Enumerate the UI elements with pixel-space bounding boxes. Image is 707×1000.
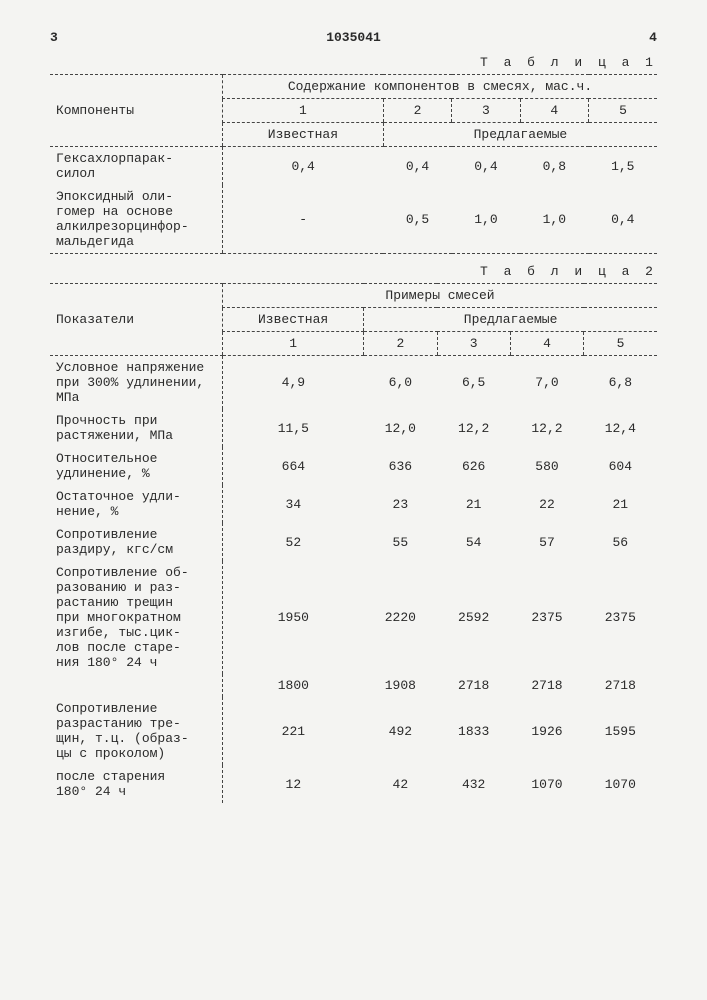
t1-hdr-right: Содержание компонентов в смесях, мас.ч. — [223, 75, 658, 99]
cell: 2220 — [364, 561, 437, 674]
cell: 57 — [510, 523, 583, 561]
t1-col-1: 1 — [223, 99, 384, 123]
t2-col-5: 5 — [584, 332, 657, 356]
t1-col-5: 5 — [589, 99, 657, 123]
cell: 55 — [364, 523, 437, 561]
row-label: Сопротивление раздиру, кгс/см — [50, 523, 223, 561]
t2-cat-known: Известная — [223, 308, 364, 332]
cell: 2375 — [584, 561, 657, 674]
cell: 54 — [437, 523, 510, 561]
cell: 0,4 — [452, 147, 520, 186]
cell: 4,9 — [223, 356, 364, 410]
cell: 56 — [584, 523, 657, 561]
cell: 221 — [223, 697, 364, 765]
cell: 1833 — [437, 697, 510, 765]
cell: 580 — [510, 447, 583, 485]
table2-caption: Т а б л и ц а 2 — [50, 264, 657, 279]
row-label: Эпоксидный оли- гомер на основе алкилрез… — [50, 185, 223, 254]
cell: 1,0 — [520, 185, 588, 254]
t2-col-1: 1 — [223, 332, 364, 356]
table1-caption: Т а б л и ц а 1 — [50, 55, 657, 70]
cell: 23 — [364, 485, 437, 523]
cell: 7,0 — [510, 356, 583, 410]
cell: 21 — [584, 485, 657, 523]
cell: 0,4 — [589, 185, 657, 254]
cell: 6,0 — [364, 356, 437, 410]
cell: 21 — [437, 485, 510, 523]
page-right: 4 — [649, 30, 657, 45]
cell: 492 — [364, 697, 437, 765]
cell: 1,5 — [589, 147, 657, 186]
page-left: 3 — [50, 30, 58, 45]
cell: 11,5 — [223, 409, 364, 447]
cell: 1950 — [223, 561, 364, 674]
cell: 2592 — [437, 561, 510, 674]
t2-hdr-left: Показатели — [50, 284, 223, 356]
row-label: Сопротивление разрастанию тре- щин, т.ц.… — [50, 697, 223, 765]
cell: 0,4 — [383, 147, 451, 186]
cell: 1800 — [223, 674, 364, 697]
doc-number: 1035041 — [326, 30, 381, 45]
cell: 2718 — [584, 674, 657, 697]
cell: 636 — [364, 447, 437, 485]
cell: 42 — [364, 765, 437, 803]
cell: 0,5 — [383, 185, 451, 254]
t2-col-3: 3 — [437, 332, 510, 356]
t1-cat-prop: Предлагаемые — [383, 123, 657, 147]
row-label: Условное напряжение при 300% удлинении, … — [50, 356, 223, 410]
cell: 34 — [223, 485, 364, 523]
cell: 6,8 — [584, 356, 657, 410]
row-label: после старения 180° 24 ч — [50, 765, 223, 803]
cell: 432 — [437, 765, 510, 803]
cell: 0,4 — [223, 147, 384, 186]
row-label: Сопротивление об- разованию и раз- раста… — [50, 561, 223, 674]
cell: 12,4 — [584, 409, 657, 447]
cell: 1908 — [364, 674, 437, 697]
cell: 2375 — [510, 561, 583, 674]
t2-col-2: 2 — [364, 332, 437, 356]
t1-col-4: 4 — [520, 99, 588, 123]
t1-cat-known: Известная — [223, 123, 384, 147]
cell: 12,2 — [437, 409, 510, 447]
cell: 1070 — [510, 765, 583, 803]
cell: 1,0 — [452, 185, 520, 254]
t2-hdr-right: Примеры смесей — [223, 284, 658, 308]
cell: 2718 — [437, 674, 510, 697]
table2: Показатели Примеры смесей Известная Пред… — [50, 283, 657, 803]
row-label: Относительное удлинение, % — [50, 447, 223, 485]
cell: 1595 — [584, 697, 657, 765]
cell: 12,2 — [510, 409, 583, 447]
t2-cat-prop: Предлагаемые — [364, 308, 657, 332]
cell: 0,8 — [520, 147, 588, 186]
cell: 626 — [437, 447, 510, 485]
row-label: Гексахлорпарак- силол — [50, 147, 223, 186]
cell: 52 — [223, 523, 364, 561]
cell: 604 — [584, 447, 657, 485]
cell: 12 — [223, 765, 364, 803]
table1: Компоненты Содержание компонентов в смес… — [50, 74, 657, 254]
t1-col-3: 3 — [452, 99, 520, 123]
row-label — [50, 674, 223, 697]
row-label: Прочность при растяжении, МПа — [50, 409, 223, 447]
t1-hdr-left: Компоненты — [50, 75, 223, 147]
page-header: 3 1035041 4 — [50, 30, 657, 45]
cell: 1070 — [584, 765, 657, 803]
cell: 2718 — [510, 674, 583, 697]
cell: 22 — [510, 485, 583, 523]
t2-col-4: 4 — [510, 332, 583, 356]
cell: 664 — [223, 447, 364, 485]
cell: 1926 — [510, 697, 583, 765]
cell: - — [223, 185, 384, 254]
row-label: Остаточное удли- нение, % — [50, 485, 223, 523]
cell: 12,0 — [364, 409, 437, 447]
cell: 6,5 — [437, 356, 510, 410]
t1-col-2: 2 — [383, 99, 451, 123]
